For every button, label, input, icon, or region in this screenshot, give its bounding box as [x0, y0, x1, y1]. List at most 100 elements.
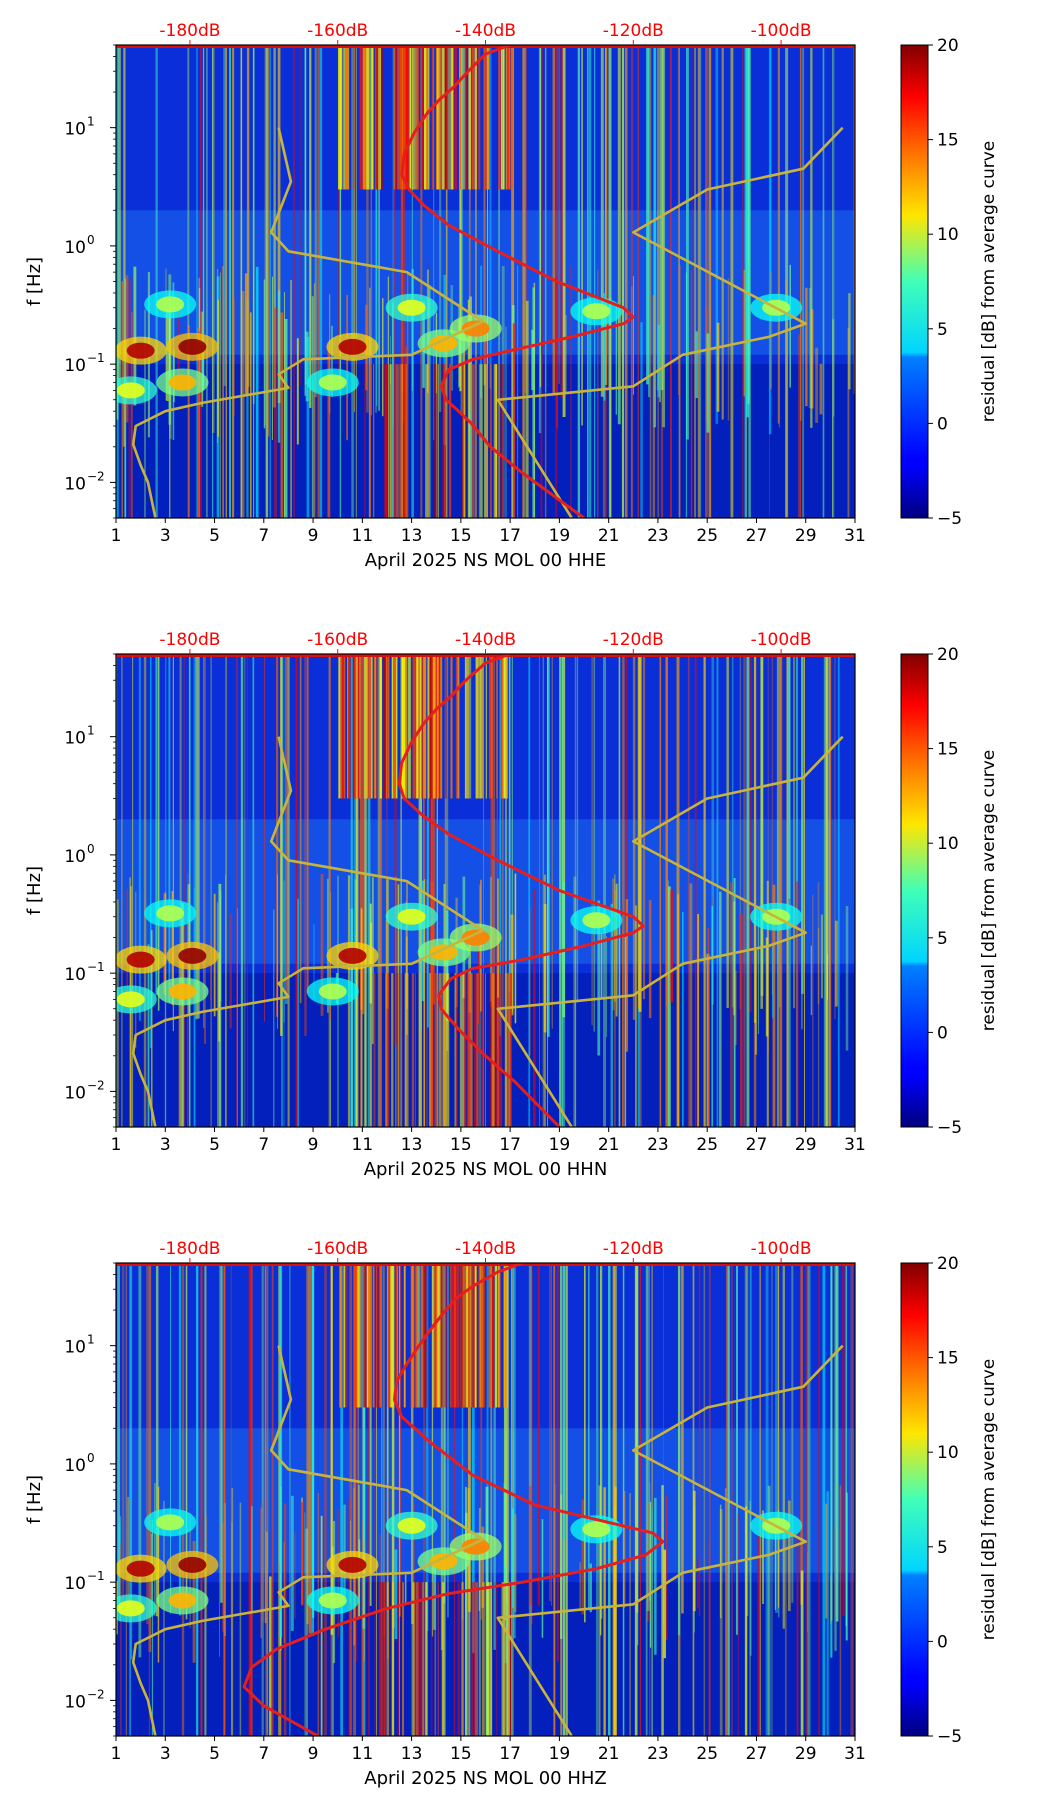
spectrogram-streak: [542, 654, 544, 1127]
spectrogram-streak: [391, 1263, 395, 1736]
spectrogram-streak: [252, 45, 255, 518]
spectrogram-streak: [730, 1263, 733, 1736]
spectrogram-streak: [262, 1499, 264, 1622]
spectrogram-streak: [715, 45, 719, 424]
x-tick-label: 1: [111, 1744, 122, 1764]
spectrogram-blob-core: [318, 374, 347, 391]
spectrogram-streak: [264, 45, 266, 426]
spectrogram-streak: [179, 654, 182, 1127]
colorbar-tick-label: 20: [937, 645, 959, 665]
spectrogram-streak: [244, 273, 248, 397]
spectrogram-streak: [834, 654, 836, 1020]
spectrogram-streak: [638, 654, 641, 1008]
spectrogram-hf-column: [432, 1263, 435, 1408]
spectrogram-lf-streak: [413, 1582, 417, 1736]
spectrogram-hf-column: [427, 45, 430, 190]
spectrogram-streak: [283, 880, 285, 1023]
spectrogram-streak: [800, 1263, 803, 1605]
spectrogram-hf-column: [463, 45, 466, 190]
spectrogram-hf-column: [491, 654, 494, 799]
spectrogram-hf-column: [451, 1263, 455, 1408]
spectrogram-streak: [587, 45, 589, 518]
spectrogram-lf-streak: [425, 1582, 427, 1736]
spectrogram-streak: [203, 654, 205, 1028]
spectrogram-streak: [614, 890, 616, 1127]
spectrogram-streak: [467, 1488, 471, 1736]
colorbar-tick-label: −5: [937, 1727, 962, 1747]
spectrogram-hf-column: [358, 654, 361, 799]
spectrogram-streak: [144, 309, 146, 518]
x-tick-label: 29: [795, 1135, 817, 1155]
spectrogram-streak: [660, 654, 662, 1127]
spectrogram-hf-column: [375, 654, 379, 799]
y-tick-label: 10: [64, 1456, 86, 1476]
spectrogram-streak: [420, 654, 422, 1031]
spectrogram-streak: [552, 45, 556, 395]
series-line-0: [131, 1345, 485, 1736]
spectrogram-hf-column: [402, 654, 406, 799]
spectrogram-hf-column: [471, 1263, 475, 1408]
spectrogram-image: [116, 45, 855, 518]
spectrogram-streak: [236, 654, 238, 1127]
spectrogram-streak: [511, 654, 513, 1013]
spectrogram-streak: [749, 45, 751, 518]
spectrogram-streak: [320, 874, 324, 1016]
spectrogram-hf-column: [347, 654, 351, 799]
y-tick-exponent: −2: [87, 469, 105, 483]
spectrogram-hf-column: [421, 1263, 423, 1408]
spectrogram-lf-streak: [474, 1582, 479, 1736]
spectrogram-hf-column: [492, 1263, 496, 1408]
spectrogram-streak: [711, 905, 713, 1127]
spectrogram-blob-core: [397, 908, 426, 925]
spectrogram-hf-column: [370, 654, 373, 799]
spectrogram-lf-streak: [486, 1582, 490, 1736]
spectrogram-streak: [512, 323, 516, 518]
spectrogram-streak: [624, 45, 628, 518]
spectrogram-streak: [279, 1263, 283, 1638]
spectrogram-streak: [313, 923, 315, 1000]
spectrogram-lf-streak: [427, 364, 430, 518]
spectrogram-streak: [676, 654, 680, 1127]
spectrogram-streak: [617, 45, 621, 425]
spectrogram-hf-column: [485, 654, 488, 799]
spectrogram-streak: [125, 1263, 127, 1736]
spectrogram-streak: [524, 45, 527, 394]
spectrogram-streak: [300, 1501, 304, 1606]
spectrogram-streak: [521, 45, 524, 518]
spectrogram-streak: [514, 873, 517, 1024]
spectrogram-streak: [283, 1503, 287, 1736]
spectrogram-streak: [283, 654, 285, 1127]
spectrogram-lf-streak: [489, 1582, 493, 1736]
spectrogram-streak: [411, 1263, 414, 1625]
spectrogram-streak: [146, 1263, 149, 1625]
spectrogram-hf-column: [416, 654, 419, 799]
spectrogram-streak: [479, 884, 481, 1127]
spectrogram-streak: [367, 654, 371, 1127]
spectrogram-streak: [615, 883, 618, 1017]
spectrogram-streak: [147, 944, 150, 1127]
spectrogram-streak: [220, 1263, 223, 1603]
spectrogram-streak: [471, 1263, 475, 1653]
spectrogram-lf-streak: [454, 973, 457, 1127]
spectrogram-hf-column: [495, 1263, 498, 1408]
spectrogram-hf-column: [505, 654, 508, 799]
spectrogram-blob-core: [156, 905, 185, 922]
spectrogram-streak: [544, 874, 546, 1127]
spectrogram-streak: [798, 334, 801, 518]
spectrogram-streak: [593, 654, 596, 1032]
spectrogram-streak: [743, 269, 746, 397]
spectrogram-blob-core: [156, 1514, 185, 1531]
spectrogram-streak: [166, 308, 169, 401]
spectrogram-hf-column: [438, 1263, 441, 1408]
x-tick-label: 19: [549, 1135, 571, 1155]
spectrogram-streak: [694, 654, 697, 1127]
colorbar-tick-label: 0: [937, 414, 948, 434]
spectrogram-streak: [787, 654, 791, 1127]
spectrogram-lf-streak: [418, 973, 421, 1127]
spectrogram-streak: [830, 1263, 833, 1658]
spectrogram-streak: [236, 908, 238, 1127]
colorbar: [900, 653, 929, 1128]
spectrogram-streak: [218, 883, 222, 1127]
spectrogram-hf-column: [431, 45, 433, 190]
spectrogram-streak: [697, 914, 700, 1127]
